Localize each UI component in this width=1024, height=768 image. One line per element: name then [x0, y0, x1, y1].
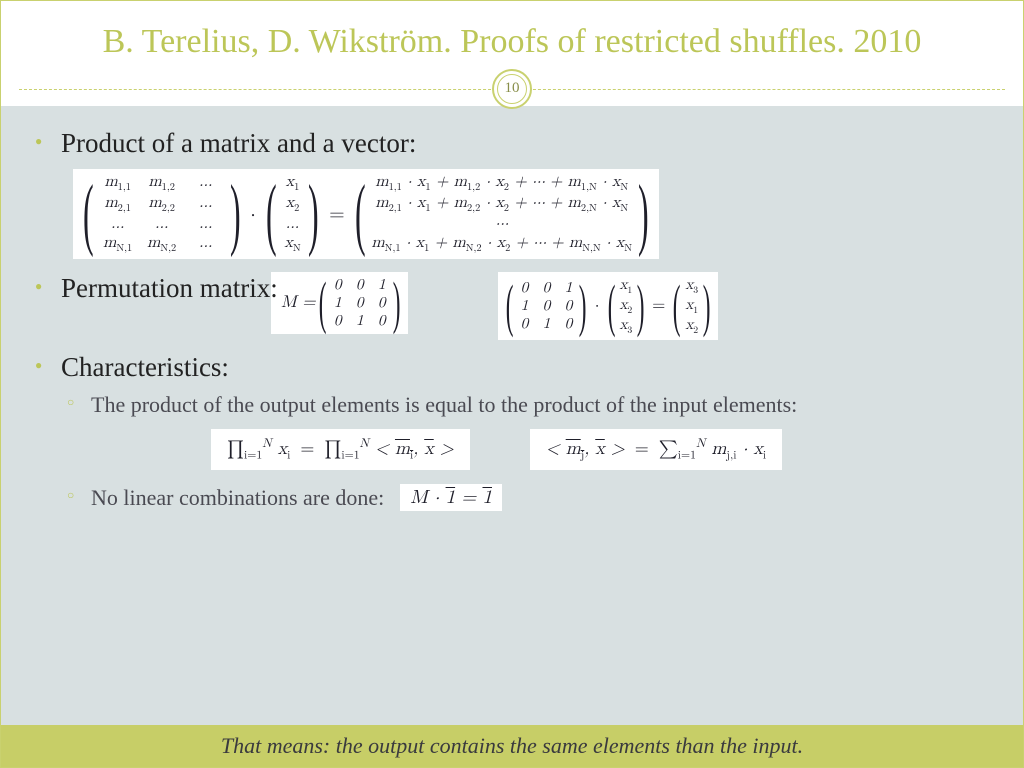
char-eq-right: < mj, x > = ∑i=1N mj,i · xi	[530, 429, 782, 471]
divider-row: 10	[1, 72, 1023, 106]
sub-2-text: No linear combinations are done:	[91, 484, 384, 512]
sub-no-linear: No linear combinations are done: M · 1 =…	[91, 484, 989, 512]
slide-footer: That means: the output contains the same…	[1, 725, 1023, 767]
equation-product-characteristic: ∏i=1N xi = ∏i=1N < mi, x > < mj, x > = ∑…	[211, 429, 989, 471]
eq-no-linear: M · 1 = 1	[400, 484, 502, 511]
equation-matrix-vector-product: ( m1,1m1,2… m2,1m2,2… ……… mN,1mN,2… ) · …	[73, 169, 989, 260]
bullet-2-text: Permutation matrix:	[61, 273, 989, 304]
bullet-permutation-matrix: Permutation matrix:	[61, 273, 989, 304]
sub-1-text: The product of the output elements is eq…	[91, 391, 989, 419]
page-number: 10	[505, 80, 520, 97]
characteristics-sublist: The product of the output elements is eq…	[91, 391, 989, 512]
slide-container: B. Terelius, D. Wikström. Proofs of rest…	[0, 0, 1024, 768]
footer-text: That means: the output contains the same…	[21, 733, 1003, 759]
bullet-matrix-vector: Product of a matrix and a vector:	[61, 128, 989, 159]
slide-header: B. Terelius, D. Wikström. Proofs of rest…	[1, 1, 1023, 72]
slide-body: Product of a matrix and a vector: ( m1,1…	[1, 106, 1023, 768]
bullet-characteristics: Characteristics: The product of the outp…	[61, 352, 989, 512]
bullet-3-text: Characteristics:	[61, 352, 989, 383]
char-eq-left: ∏i=1N xi = ∏i=1N < mi, x >	[211, 429, 470, 471]
page-number-badge: 10	[492, 69, 532, 109]
slide-title: B. Terelius, D. Wikström. Proofs of rest…	[41, 21, 983, 64]
sub-product-equal: The product of the output elements is eq…	[91, 391, 989, 419]
bullet-1-text: Product of a matrix and a vector:	[61, 128, 989, 159]
